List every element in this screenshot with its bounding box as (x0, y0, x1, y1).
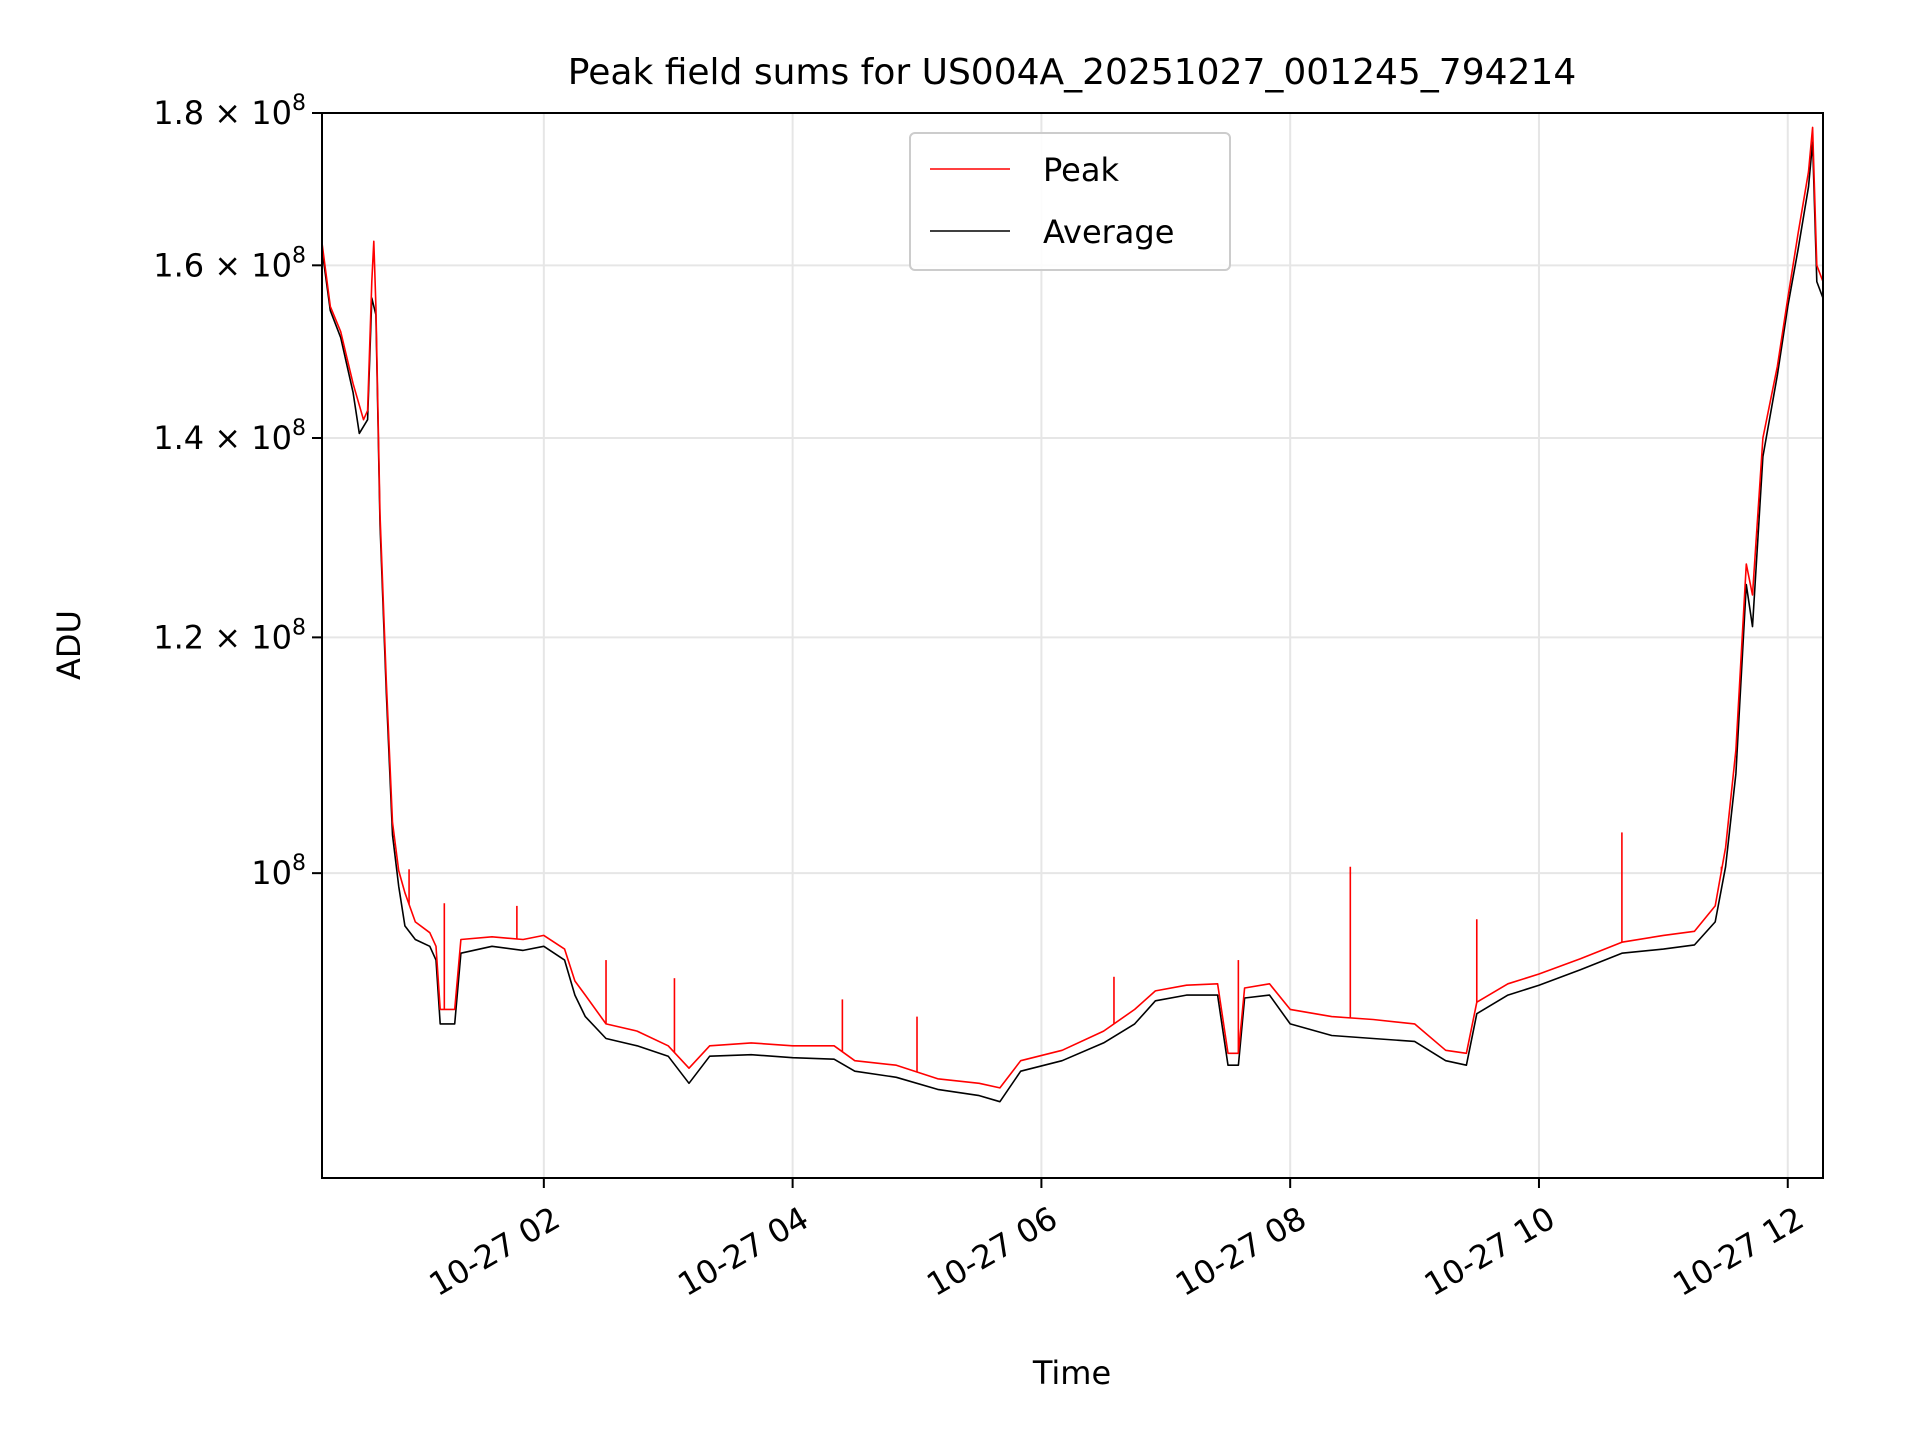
y-tick-exponent: 8 (292, 615, 306, 640)
y-tick-exponent: 8 (292, 243, 306, 268)
chart-legend: Peak Average (909, 132, 1231, 271)
plot-series (321, 126, 1824, 1103)
y-tick-label: 1.4 × 108 (153, 416, 306, 457)
y-tick-exponent: 8 (292, 416, 306, 441)
series-line-peak (321, 126, 1824, 1089)
y-axis-label: ADU (50, 610, 88, 680)
chart-title: Peak field sums for US004A_20251027_0012… (568, 52, 1576, 93)
y-tick-exponent: 8 (292, 851, 306, 876)
y-tick-label: 108 (251, 851, 306, 892)
y-tick-exponent: 8 (292, 91, 306, 116)
plot-area-frame (321, 112, 1824, 1179)
y-tick-label: 1.8 × 108 (153, 91, 306, 132)
y-axis-ticks: 108 1.2 × 108 1.4 × 108 1.6 × 108 1.8 × 108 (153, 91, 322, 892)
legend-frame (909, 132, 1231, 271)
legend-label-average: Average (1043, 213, 1174, 251)
series-line-average (321, 141, 1824, 1103)
y-tick-label: 1.2 × 108 (153, 615, 306, 656)
legend-label-peak: Peak (1043, 151, 1119, 189)
y-tick-label: 1.6 × 108 (153, 243, 306, 284)
x-axis-label: Time (1032, 1354, 1111, 1392)
